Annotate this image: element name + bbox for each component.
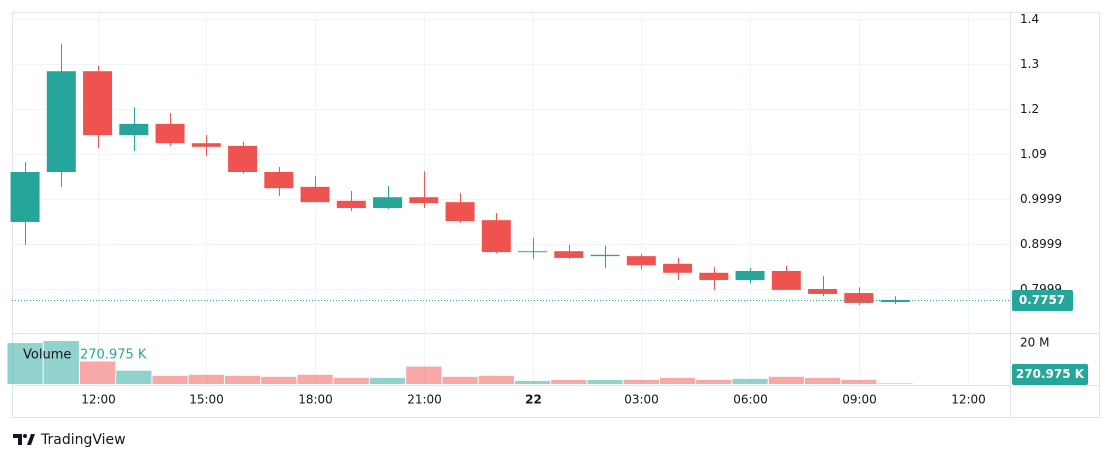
y-tick-label: 1.3	[1020, 57, 1039, 71]
candle-body	[191, 143, 221, 147]
x-tick-label: 22	[525, 393, 542, 407]
volume-bar	[188, 374, 224, 384]
volume-bar	[587, 379, 623, 384]
last-volume-label: 270.975 K	[1016, 367, 1085, 381]
volume-bar	[623, 379, 659, 384]
candle-body	[336, 200, 366, 209]
candle-body	[409, 197, 439, 204]
x-tick-label: 12:00	[81, 393, 116, 407]
candle-body	[735, 270, 765, 280]
x-tick-label: 12:00	[951, 393, 986, 407]
volume-bar	[768, 376, 804, 384]
volume-legend-name: Volume	[23, 348, 71, 363]
y-tick-label: 1.4	[1020, 12, 1039, 26]
candle-body	[10, 172, 40, 222]
y-tick-label: 0.9999	[1020, 192, 1062, 206]
volume-bar	[732, 378, 768, 384]
last-volume-box	[1012, 363, 1088, 385]
volume-bar	[406, 366, 442, 384]
candle-body	[373, 197, 403, 209]
volume-bar	[514, 380, 551, 384]
volume-tick-label: 20 M	[1020, 336, 1049, 350]
candle-body	[264, 172, 294, 189]
candle-body	[228, 145, 258, 173]
candle-body	[771, 270, 801, 290]
volume-bar	[297, 374, 333, 384]
volume-bar	[261, 376, 297, 384]
candle-body	[300, 186, 330, 203]
logo-icon	[13, 434, 22, 445]
candle-body	[518, 251, 548, 253]
volume-bar	[116, 370, 152, 384]
volume-bar	[804, 377, 841, 384]
y-tick-label: 0.8999	[1020, 237, 1062, 251]
candle-body	[46, 71, 76, 173]
candle-body	[626, 256, 656, 266]
candle-body	[590, 254, 620, 257]
volume-bar	[224, 375, 261, 384]
volume-bar	[43, 341, 79, 384]
volume-bar	[442, 376, 478, 384]
x-tick-label: 09:00	[842, 393, 877, 407]
brand-name: TradingView	[40, 432, 126, 448]
candle-body	[83, 71, 113, 136]
volume-bar	[551, 379, 587, 384]
x-tick-label: 21:00	[407, 393, 442, 407]
frame	[12, 12, 1100, 418]
candle-body	[554, 251, 584, 258]
candle-body	[481, 220, 511, 253]
logo-icon	[27, 434, 35, 445]
candle-body	[663, 263, 693, 273]
candle-body	[155, 123, 185, 144]
candle-body	[880, 299, 910, 303]
volume-bar	[152, 375, 188, 384]
y-tick-label: 1.09	[1020, 147, 1047, 161]
volume-bar	[478, 375, 514, 384]
volume-bar	[877, 383, 913, 384]
volume-bar	[79, 361, 116, 384]
candle-body	[699, 272, 729, 280]
volume-legend-value: 270.975 K	[80, 348, 147, 363]
candle-body	[445, 202, 475, 222]
candle-body	[119, 123, 149, 136]
x-tick-label: 06:00	[733, 393, 768, 407]
last-price-box	[1012, 290, 1073, 311]
x-tick-label: 15:00	[189, 393, 224, 407]
volume-bar	[7, 343, 43, 384]
volume-bar	[696, 379, 732, 384]
volume-bar	[841, 379, 877, 384]
candle-body	[808, 288, 838, 294]
candle-body	[844, 293, 874, 303]
brand-logo[interactable]: TradingView	[13, 432, 126, 448]
x-tick-label: 03:00	[624, 393, 659, 407]
volume-bar	[369, 377, 406, 384]
volume-bar	[659, 377, 696, 384]
y-tick-label: 1.2	[1020, 102, 1039, 116]
last-price-label: 0.7757	[1019, 293, 1065, 307]
x-tick-label: 18:00	[298, 393, 333, 407]
volume-bar	[333, 377, 369, 384]
logo-icon	[23, 434, 27, 438]
